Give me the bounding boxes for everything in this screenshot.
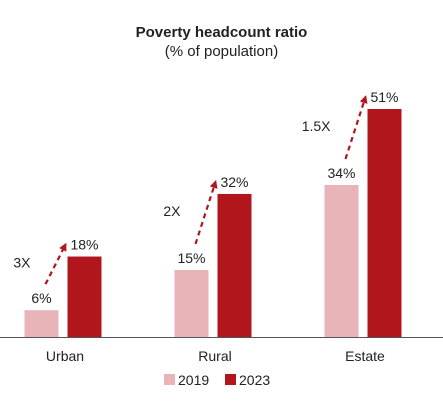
legend-label-2019: 2019 — [178, 372, 209, 388]
bar-urban-2019 — [24, 310, 59, 337]
bar-rural-2019 — [174, 269, 209, 337]
growth-arrow-estate — [344, 95, 368, 160]
data-label-estate-2023: 51% — [370, 89, 398, 105]
multiplier-label-rural: 2X — [163, 203, 181, 219]
bar-estate-2019 — [324, 185, 359, 337]
data-label-rural-2023: 32% — [220, 174, 248, 190]
bar-rural-2023 — [217, 193, 252, 337]
legend-swatch-2023 — [225, 374, 236, 385]
legend-label-2023: 2023 — [239, 372, 270, 388]
bar-urban-2023 — [67, 256, 102, 337]
chart-subtitle: (% of population) — [164, 43, 279, 60]
chart-title: Poverty headcount ratio — [135, 24, 308, 41]
data-label-urban-2019: 6% — [31, 290, 51, 306]
growth-arrow-rural — [194, 180, 218, 245]
data-label-estate-2019: 34% — [327, 165, 355, 181]
legend-swatch-2019 — [164, 374, 175, 385]
category-label-estate: Estate — [345, 348, 385, 364]
data-label-urban-2023: 18% — [70, 237, 98, 253]
legend: 2019 2023 — [164, 372, 270, 388]
category-label-urban: Urban — [46, 348, 84, 364]
multiplier-label-estate: 1.5X — [302, 118, 331, 134]
data-label-rural-2019: 15% — [177, 250, 205, 266]
bar-estate-2023 — [367, 109, 402, 337]
growth-arrow-urban — [44, 242, 67, 285]
category-label-rural: Rural — [198, 348, 231, 364]
multiplier-label-urban: 3X — [13, 254, 31, 270]
